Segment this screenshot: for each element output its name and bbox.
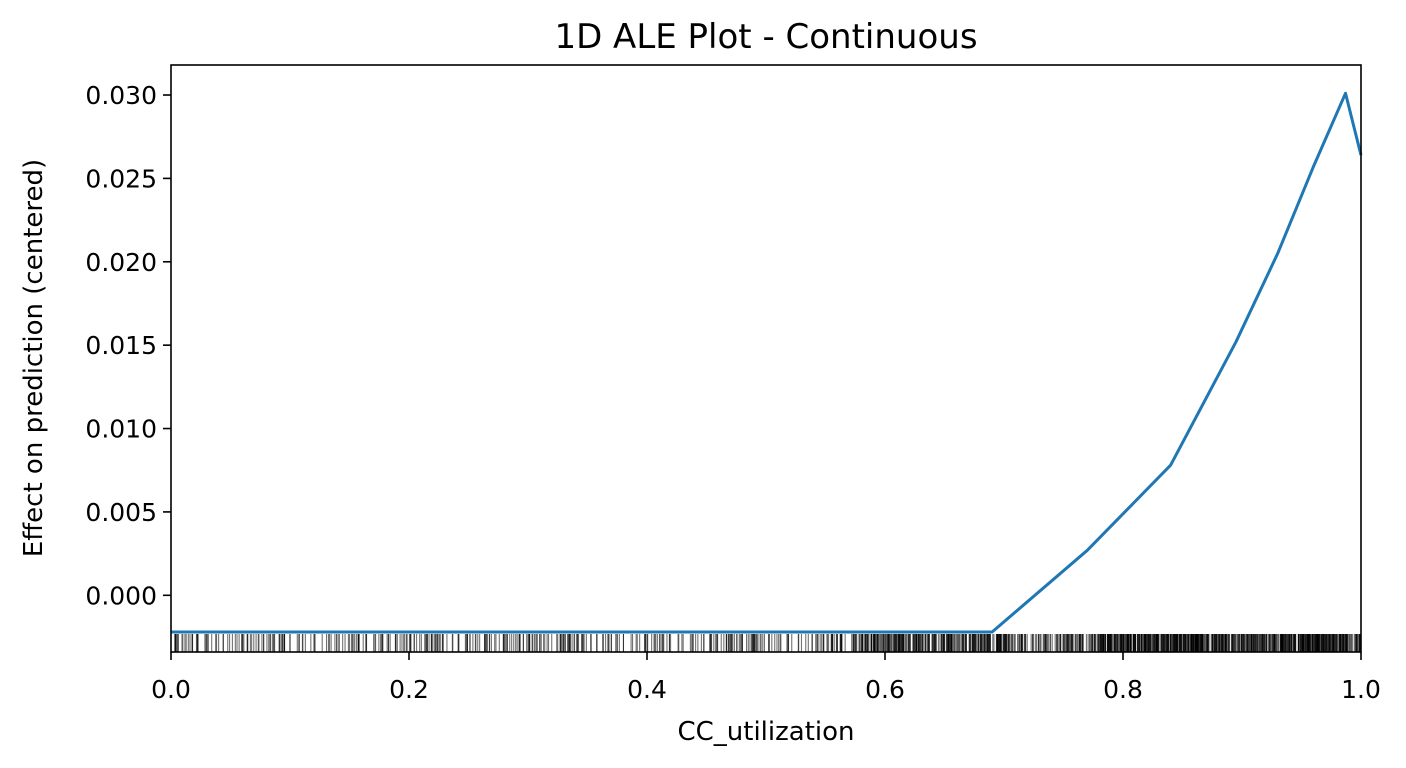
rug-layer	[174, 634, 1362, 652]
ale-series-line	[171, 91, 1363, 634]
x-tick-label: 0.6	[865, 675, 905, 704]
x-tick-label: 0.4	[627, 675, 667, 704]
chart-title: 1D ALE Plot - Continuous	[554, 17, 977, 57]
y-tick-label: 0.010	[85, 415, 157, 444]
series-layer	[171, 91, 1363, 634]
y-tick-label: 0.030	[85, 81, 157, 110]
y-tick-label: 0.005	[85, 498, 157, 527]
y-tick-label: 0.020	[85, 248, 157, 277]
x-axis: 0.0 0.2 0.4 0.6 0.8 1.0	[151, 652, 1381, 704]
y-axis: 0.000 0.005 0.010 0.015 0.020 0.025 0.030	[85, 81, 171, 610]
x-axis-label: CC_utilization	[677, 717, 854, 747]
y-tick-label: 0.015	[85, 331, 157, 360]
x-tick-label: 0.2	[389, 675, 429, 704]
plot-frame	[170, 64, 1362, 653]
y-tick-label: 0.025	[85, 164, 157, 193]
x-tick-label: 0.0	[151, 675, 191, 704]
y-axis-label: Effect on prediction (centered)	[19, 159, 49, 557]
x-tick-label: 1.0	[1341, 675, 1381, 704]
x-tick-label: 0.8	[1103, 675, 1143, 704]
y-tick-label: 0.000	[85, 581, 157, 610]
